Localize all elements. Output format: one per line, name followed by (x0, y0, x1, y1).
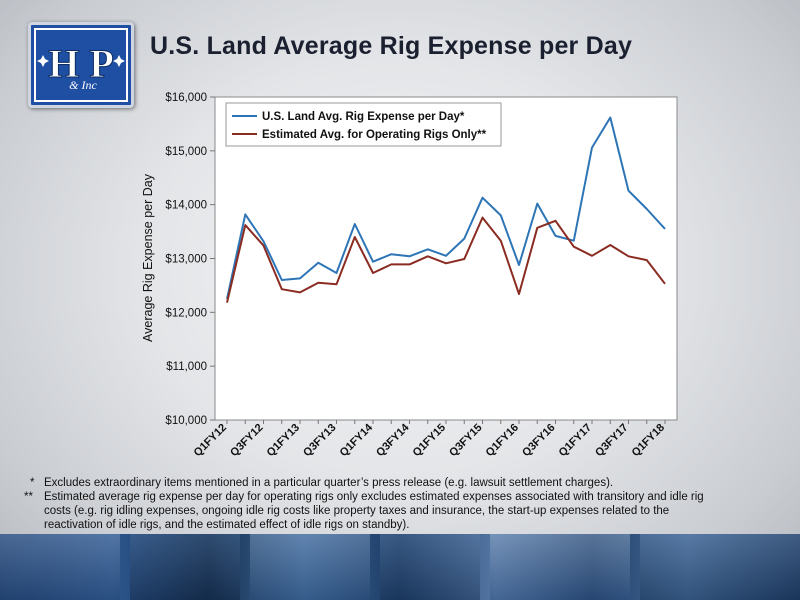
x-tick-label: Q1FY18 (630, 422, 667, 459)
y-tick-label: $12,000 (165, 307, 207, 319)
logo-text: H P (48, 41, 114, 86)
x-tick-label: Q1FY14 (338, 421, 376, 459)
strip-panel-5 (490, 534, 630, 600)
x-tick-label: Q1FY15 (411, 422, 448, 459)
footnote-2-line-2: costs (e.g. rig idling expenses, ongoing… (44, 505, 670, 517)
legend: U.S. Land Avg. Rig Expense per Day* Estim… (225, 102, 502, 147)
svg-text:& Inc: & Inc (69, 78, 97, 92)
series-line-rig-expense (226, 116, 666, 300)
x-tick-label: Q3FY12 (228, 422, 265, 459)
x-tick-label: Q3FY15 (447, 422, 484, 459)
page-title: U.S. Land Average Rig Expense per Day (150, 32, 633, 60)
strip-panel-2 (130, 534, 240, 600)
strip-panel-1 (0, 534, 120, 600)
footnote-2: ** Estimated average rig expense per day… (24, 490, 770, 504)
plot-area (214, 96, 678, 421)
x-tick-label: Q1FY13 (265, 422, 302, 459)
y-tick-label: $11,000 (166, 361, 207, 373)
company-logo: H P & Inc (28, 22, 134, 108)
x-tick-label: Q3FY14 (374, 421, 412, 459)
y-tick-label: $13,000 (165, 254, 207, 266)
y-tick-label: $15,000 (165, 146, 207, 158)
series-line-operating-rigs (226, 216, 666, 303)
footnote-1: * Excludes extraordinary items mentioned… (30, 476, 770, 490)
footnotes: * Excludes extraordinary items mentioned… (24, 476, 770, 532)
legend-label: U.S. Land Avg. Rig Expense per Day* (262, 111, 465, 123)
x-tick-label: Q3FY16 (520, 422, 557, 459)
strip-panel-6 (640, 534, 800, 600)
footnote-1-mark: * (30, 477, 35, 489)
footnote-1-text: Excludes extraordinary items mentioned i… (44, 477, 614, 489)
x-tick-label: Q3FY17 (593, 422, 630, 459)
footnote-2-mark: ** (24, 491, 33, 503)
y-tick-label: $16,000 (165, 92, 207, 104)
legend-label: Estimated Avg. for Operating Rigs Only** (262, 129, 487, 141)
x-tick-label: Q1FY17 (557, 422, 594, 459)
line-chart: $10,000 $11,000 $12,000 $13,000 $14,000 $15,0… (135, 88, 695, 478)
bottom-photo-strip (0, 534, 800, 600)
logo-mark: H P & Inc (34, 28, 128, 102)
y-tick-label: $10,000 (165, 415, 207, 427)
x-tick-label: Q1FY12 (192, 422, 229, 459)
footnote-2-line-3: reactivation of idle rigs, and the estim… (44, 519, 410, 531)
y-tick-label: $14,000 (165, 200, 207, 212)
y-axis-label: Average Rig Expense per Day (141, 173, 155, 342)
strip-panel-4 (380, 534, 480, 600)
x-tick-label: Q3FY13 (301, 422, 338, 459)
footnote-2-line-1: Estimated average rig expense per day fo… (44, 491, 704, 503)
chart-svg: $10,000 $11,000 $12,000 $13,000 $14,000 $15,0… (141, 92, 678, 459)
strip-panel-3 (250, 534, 370, 600)
x-tick-label: Q1FY16 (484, 422, 521, 459)
